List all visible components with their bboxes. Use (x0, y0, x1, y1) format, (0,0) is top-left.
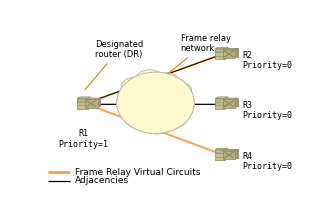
Polygon shape (78, 97, 91, 98)
FancyBboxPatch shape (88, 98, 100, 106)
Polygon shape (85, 98, 100, 99)
FancyBboxPatch shape (215, 150, 221, 152)
Polygon shape (235, 48, 238, 58)
FancyBboxPatch shape (215, 98, 225, 109)
Polygon shape (235, 149, 238, 159)
Polygon shape (223, 149, 238, 151)
FancyBboxPatch shape (78, 98, 88, 109)
Ellipse shape (172, 83, 192, 97)
Ellipse shape (154, 73, 179, 89)
Ellipse shape (117, 72, 194, 133)
FancyBboxPatch shape (225, 149, 238, 158)
Text: R3
Priority=0: R3 Priority=0 (242, 101, 292, 120)
Ellipse shape (166, 115, 186, 127)
Polygon shape (223, 48, 238, 50)
FancyBboxPatch shape (215, 49, 221, 52)
Polygon shape (98, 98, 100, 108)
Text: R2
Priority=0: R2 Priority=0 (242, 51, 292, 70)
Polygon shape (215, 47, 228, 49)
Polygon shape (223, 98, 238, 99)
Ellipse shape (122, 77, 147, 95)
Text: Designated
router (DR): Designated router (DR) (85, 40, 144, 90)
Ellipse shape (146, 121, 169, 134)
Ellipse shape (127, 115, 149, 129)
Text: Adjacencies: Adjacencies (76, 176, 130, 185)
FancyBboxPatch shape (223, 50, 235, 58)
Text: Frame Relay Virtual Circuits: Frame Relay Virtual Circuits (76, 168, 201, 177)
FancyBboxPatch shape (85, 99, 98, 108)
FancyBboxPatch shape (215, 49, 225, 59)
Polygon shape (215, 148, 228, 150)
FancyBboxPatch shape (225, 98, 238, 106)
FancyBboxPatch shape (225, 48, 238, 57)
FancyBboxPatch shape (215, 150, 225, 160)
FancyBboxPatch shape (223, 99, 235, 108)
FancyBboxPatch shape (78, 99, 84, 101)
FancyBboxPatch shape (223, 151, 235, 159)
Ellipse shape (136, 70, 163, 88)
Ellipse shape (117, 72, 194, 133)
Polygon shape (215, 97, 228, 98)
Text: R4
Priority=0: R4 Priority=0 (242, 152, 292, 171)
Text: R1
Priority=1: R1 Priority=1 (58, 129, 108, 149)
FancyBboxPatch shape (215, 99, 221, 101)
Text: Frame relay
network: Frame relay network (168, 34, 231, 74)
Polygon shape (235, 98, 238, 108)
